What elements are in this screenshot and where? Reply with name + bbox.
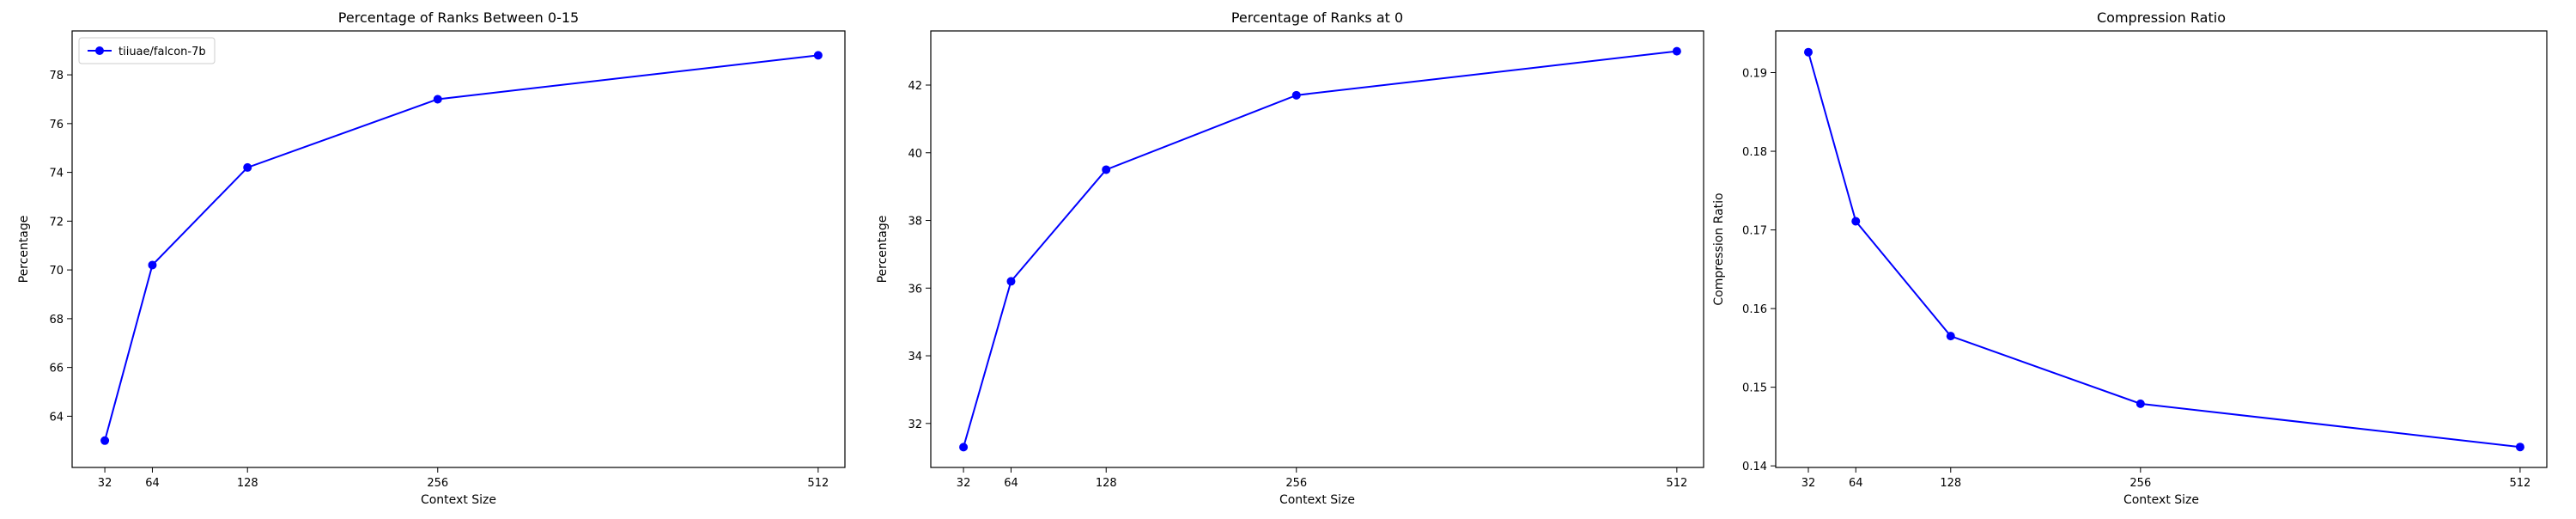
x-tick-label: 256 (427, 477, 448, 490)
x-tick-label: 512 (1666, 477, 1687, 490)
data-point (813, 51, 823, 60)
chart-title: Percentage of Ranks at 0 (1231, 9, 1403, 26)
data-point (1803, 47, 1813, 57)
x-tick-label: 32 (1801, 477, 1816, 490)
x-tick-label: 128 (1940, 477, 1961, 490)
y-tick-label: 64 (49, 411, 64, 424)
y-tick-label: 0.14 (1742, 461, 1767, 473)
chart-panel-1: Percentage of Ranks Between 0-15 Context … (17, 9, 846, 507)
x-tick-label: 128 (237, 477, 258, 490)
x-axis-label: Context Size (1279, 493, 1355, 507)
series-line (104, 54, 818, 442)
axes-frame (1775, 30, 2548, 468)
x-tick-label: 64 (1004, 477, 1018, 490)
y-tick-label: 34 (908, 351, 922, 363)
chart-title: Percentage of Ranks Between 0-15 (338, 9, 579, 26)
data-point (959, 443, 969, 452)
data-point (1006, 277, 1016, 286)
y-tick-label: 0.15 (1742, 382, 1767, 395)
chart-panel-3: Compression Ratio Context Size Compression… (1712, 9, 2548, 507)
y-tick-label: 32 (908, 418, 922, 431)
x-axis-label: Context Size (2123, 493, 2199, 507)
y-tick-label: 40 (908, 148, 922, 161)
x-tick-label: 32 (957, 477, 971, 490)
x-tick-label: 512 (2510, 477, 2531, 490)
y-tick-label: 0.16 (1742, 303, 1767, 316)
y-tick-label: 76 (49, 119, 64, 131)
data-point (1291, 90, 1301, 100)
y-tick-label: 0.19 (1742, 68, 1767, 81)
data-point (2515, 443, 2524, 452)
data-point (100, 436, 110, 445)
chart-panel-2: Percentage of Ranks at 0 Context Size Perc… (876, 9, 1704, 507)
y-tick-label: 78 (49, 70, 64, 82)
x-tick-label: 512 (807, 477, 829, 490)
y-axis-label: Percentage (876, 216, 890, 284)
legend-marker (95, 46, 104, 55)
y-tick-label: 72 (49, 216, 64, 229)
data-point (148, 260, 157, 270)
x-tick-label: 64 (145, 477, 160, 490)
x-tick-label: 64 (1849, 477, 1863, 490)
data-point (1946, 332, 1955, 341)
data-point (1672, 46, 1681, 56)
x-axis-label: Context Size (421, 493, 496, 507)
legend-box (78, 37, 216, 64)
y-tick-label: 38 (908, 216, 922, 229)
data-point (243, 162, 252, 172)
x-tick-label: 256 (2129, 477, 2151, 490)
data-point (1102, 165, 1111, 174)
y-tick-label: 74 (49, 168, 64, 180)
legend-label: tiiuae/falcon-7b (118, 46, 206, 58)
x-tick-label: 256 (1285, 477, 1307, 490)
y-tick-label: 66 (49, 363, 64, 376)
y-axis-label: Percentage (17, 216, 31, 284)
y-tick-label: 0.17 (1742, 225, 1767, 238)
y-tick-label: 0.18 (1742, 146, 1767, 159)
y-tick-label: 42 (908, 80, 922, 93)
series-line (963, 50, 1677, 448)
series-line (1807, 52, 2521, 449)
y-tick-label: 68 (49, 314, 64, 327)
data-point (433, 95, 442, 104)
axes-frame (71, 30, 846, 468)
y-tick-label: 36 (908, 283, 922, 296)
axes-frame (930, 30, 1704, 468)
x-tick-label: 32 (98, 477, 112, 490)
chart-title: Compression Ratio (2097, 9, 2226, 26)
data-point (1851, 217, 1861, 226)
y-axis-label: Compression Ratio (1712, 192, 1726, 305)
data-point (2136, 399, 2145, 408)
x-tick-label: 128 (1096, 477, 1117, 490)
y-tick-label: 70 (49, 265, 64, 278)
